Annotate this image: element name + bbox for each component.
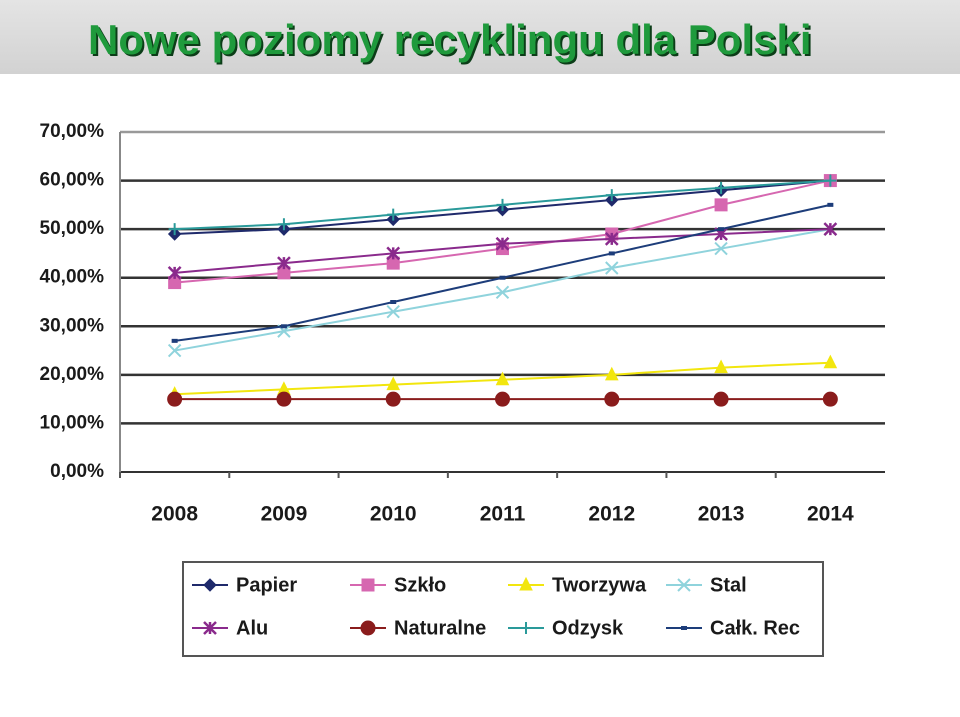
marker: [496, 198, 509, 211]
legend-label: Alu: [236, 617, 268, 639]
marker: [605, 261, 619, 275]
legend-label: Całk. Rec: [710, 617, 800, 639]
marker: [823, 354, 838, 369]
marker: [387, 208, 400, 221]
marker: [715, 181, 728, 194]
marker: [499, 275, 506, 280]
y-tick-label: 20,00%: [40, 364, 105, 385]
marker: [386, 246, 401, 261]
marker: [604, 366, 619, 381]
marker: [520, 622, 532, 634]
header-band: [0, 0, 960, 74]
marker: [277, 256, 291, 271]
marker: [360, 620, 376, 636]
marker: [718, 227, 725, 232]
y-tick-label: 60,00%: [40, 170, 105, 191]
y-tick-label: 40,00%: [40, 267, 105, 288]
marker: [605, 189, 618, 202]
x-tick-label: 2014: [807, 503, 854, 526]
marker: [604, 391, 620, 407]
marker: [385, 391, 401, 407]
marker: [713, 391, 729, 407]
marker: [608, 251, 615, 256]
x-tick-label: 2012: [588, 503, 635, 526]
y-tick-label: 70,00%: [40, 121, 105, 142]
x-tick-label: 2010: [370, 503, 417, 526]
marker: [390, 300, 397, 304]
legend-label: Tworzywa: [552, 574, 647, 596]
legend-label: Odzysk: [552, 617, 624, 639]
marker: [361, 578, 375, 592]
marker: [203, 578, 217, 592]
y-tick-label: 0,00%: [50, 461, 104, 482]
x-tick-label: 2013: [698, 503, 745, 526]
x-tick-label: 2011: [480, 503, 526, 526]
x-tick-label: 2009: [261, 503, 308, 526]
legend-label: Szkło: [394, 574, 446, 596]
marker: [824, 174, 837, 187]
marker: [681, 626, 687, 630]
marker: [495, 371, 510, 386]
marker: [277, 218, 290, 231]
y-tick-label: 30,00%: [40, 315, 105, 336]
marker: [386, 305, 400, 319]
y-tick-label: 10,00%: [40, 412, 105, 433]
marker: [495, 391, 510, 407]
series-line: [174, 179, 831, 284]
marker: [823, 222, 838, 237]
marker: [677, 578, 691, 592]
marker: [167, 343, 182, 358]
marker: [495, 236, 510, 251]
marker: [827, 202, 834, 207]
marker: [167, 265, 182, 280]
legend-box: [182, 561, 824, 657]
marker: [167, 391, 183, 407]
marker: [203, 621, 217, 635]
chart-title: Nowe poziomy recyklingu dla Polski: [88, 16, 812, 63]
y-tick-label: 50,00%: [40, 218, 105, 239]
marker: [386, 376, 401, 391]
marker: [714, 359, 728, 374]
marker: [171, 338, 178, 343]
marker: [495, 285, 510, 299]
marker: [280, 324, 287, 329]
marker: [822, 391, 838, 407]
marker: [714, 198, 728, 212]
legend-label: Papier: [236, 574, 297, 596]
legend-label: Stal: [710, 574, 747, 596]
marker: [276, 391, 292, 407]
marker: [714, 241, 728, 256]
marker: [168, 223, 181, 236]
x-tick-label: 2008: [151, 503, 198, 526]
marker: [604, 231, 619, 246]
legend-label: Naturalne: [394, 617, 486, 639]
marker: [519, 576, 533, 591]
